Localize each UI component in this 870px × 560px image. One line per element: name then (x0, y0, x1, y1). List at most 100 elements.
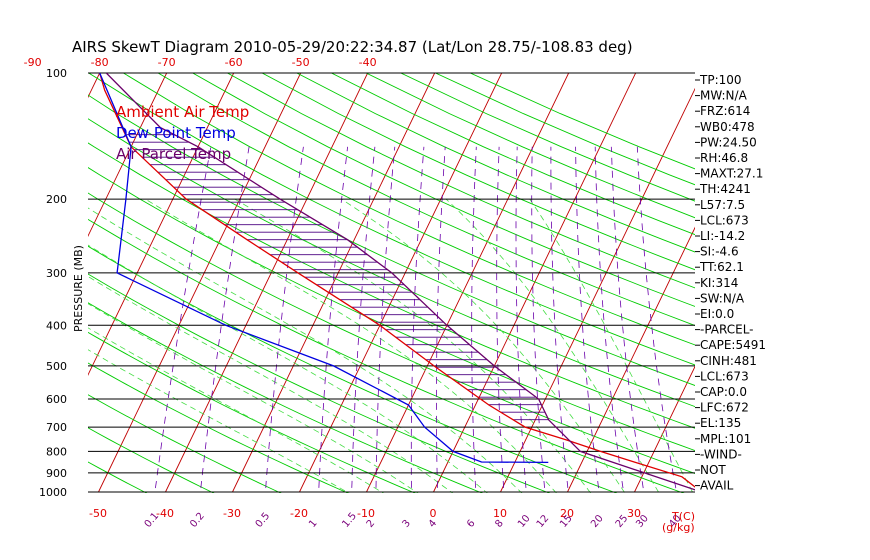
index-item: KI:314 (700, 276, 738, 290)
index-item: CAPE:5491 (700, 338, 766, 352)
isotherm-line (88, 73, 168, 238)
index-item: MW:N/A (700, 89, 748, 103)
isotherm-line (165, 73, 369, 493)
moist-adiabat-line (88, 244, 488, 493)
index-item: TT:62.1 (699, 260, 744, 274)
mixing-ratio-line (636, 146, 678, 493)
index-item: MPL:101 (700, 432, 751, 446)
moist-adiabat-line (145, 198, 557, 493)
index-item: PW:24.50 (700, 135, 757, 149)
isotherm-line (299, 73, 503, 493)
top-temp-tick-label: -50 (292, 56, 310, 69)
chart-title: AIRS SkewT Diagram 2010-05-29/20:22:34.8… (72, 38, 633, 56)
index-item: L57:7.5 (700, 198, 745, 212)
pressure-tick-label: 900 (46, 467, 67, 480)
index-item: SI:-4.6 (700, 245, 739, 259)
bottom-temp-tick-label: 20 (560, 507, 574, 520)
mixing-ratio-line (550, 146, 569, 493)
isotherm-line (88, 73, 235, 376)
moist-adiabat-line (88, 349, 350, 493)
index-item: -WIND- (700, 447, 742, 461)
pressure-tick-label: 100 (46, 67, 67, 80)
isotherm-line (634, 365, 695, 493)
ambient-temp-line (99, 73, 695, 488)
mixing-ratio-tick-label: 8 (493, 518, 506, 530)
top-temp-tick-label: -80 (91, 56, 109, 69)
mixing-ratio-tick-label: 0.2 (188, 511, 207, 530)
mixing-ratio-tick-label: 2 (365, 518, 378, 530)
isotherm-line (433, 73, 637, 493)
index-item: LCL:673 (700, 369, 749, 383)
dry-adiabat-line (261, 73, 695, 271)
cape-hatching (125, 134, 549, 421)
isotherm-line (500, 87, 695, 493)
mixing-ratio-line (410, 146, 425, 493)
index-item: RH:46.8 (700, 151, 748, 165)
dry-adiabat-line (88, 394, 282, 493)
index-item: SW:N/A (700, 291, 745, 305)
index-item: WB0:478 (700, 120, 755, 134)
y-axis-label: PRESSURE (MB) (72, 245, 85, 332)
mixing-ratio-tick-label: 1 (307, 518, 320, 530)
dry-adiabat-line (88, 245, 618, 493)
mixing-ratio-line (318, 146, 348, 493)
top-temp-tick-label: -40 (359, 56, 377, 69)
dry-adiabat-line (296, 73, 695, 253)
legend-dewpoint: Dew Point Temp (116, 124, 236, 142)
bottom-temp-tick-label: -40 (156, 507, 174, 520)
dry-adiabat-line (88, 273, 551, 493)
parcel-temp-line (105, 73, 695, 491)
isotherm-line (232, 73, 436, 493)
dry-adiabat-line (88, 362, 349, 493)
isotherm-line (835, 73, 870, 492)
mixing-ratio-line (471, 146, 477, 493)
mixing-ratio-line (594, 146, 625, 493)
moist-adiabat-line (445, 198, 660, 493)
mixing-ratio-line (531, 146, 546, 493)
mixing-ratio-line (154, 146, 212, 493)
pressure-tick-label: 800 (46, 445, 67, 458)
legend: Ambient Air Temp Dew Point Temp Air Parc… (116, 103, 249, 163)
index-item: LI:-14.2 (700, 229, 745, 243)
mixing-ratio-line (351, 146, 376, 493)
dry-adiabat-line (88, 73, 695, 366)
dry-adiabat-line (88, 302, 484, 493)
index-item: TP:100 (699, 73, 742, 87)
x-unit-label: T(C) (671, 510, 695, 523)
dry-adiabat-line (88, 461, 148, 493)
dry-adiabat-line (192, 73, 695, 307)
top-temp-tick-label: -70 (158, 56, 176, 69)
pressure-tick-label: 500 (46, 360, 67, 373)
moist-adiabat-line (88, 275, 454, 493)
mixing-unit-label: (g/kg) (662, 521, 695, 534)
isotherm-line (567, 226, 695, 493)
pressure-ticks: 100 200 300 400 500 600 700 800 900 1000 (39, 67, 67, 499)
bottom-temp-tick-label: -10 (357, 507, 375, 520)
mixing-ratio-tick-label: 4 (427, 518, 440, 530)
index-item: MAXT:27.1 (700, 167, 763, 181)
mixing-ratio-line (264, 146, 304, 493)
legend-ambient: Ambient Air Temp (116, 103, 249, 121)
bottom-temp-tick-label: -30 (223, 507, 241, 520)
isotherm-grid (88, 73, 870, 493)
mixing-ratio-tick-label: 6 (465, 518, 478, 530)
bottom-temp-tick-label: 30 (627, 507, 641, 520)
index-item: EL:135 (700, 416, 741, 430)
index-item: -PARCEL- (700, 323, 754, 337)
index-item: LFC:672 (700, 401, 749, 415)
index-item: EI:0.0 (700, 307, 734, 321)
dry-adiabat-line (470, 73, 695, 170)
index-item: AVAIL (700, 479, 734, 493)
dry-adiabat-line (88, 142, 695, 429)
dry-adiabat-line (88, 167, 695, 452)
moist-adiabat-line (341, 198, 626, 493)
legend-parcel: Air Parcel Temp (116, 145, 231, 163)
pressure-tick-label: 400 (46, 319, 67, 332)
bottom-temp-tick-label: -50 (89, 507, 107, 520)
dry-adiabat-line (88, 94, 695, 386)
dry-adiabat-line (88, 192, 695, 474)
pressure-tick-label: 300 (46, 267, 67, 280)
dry-adiabat-line (157, 73, 695, 327)
